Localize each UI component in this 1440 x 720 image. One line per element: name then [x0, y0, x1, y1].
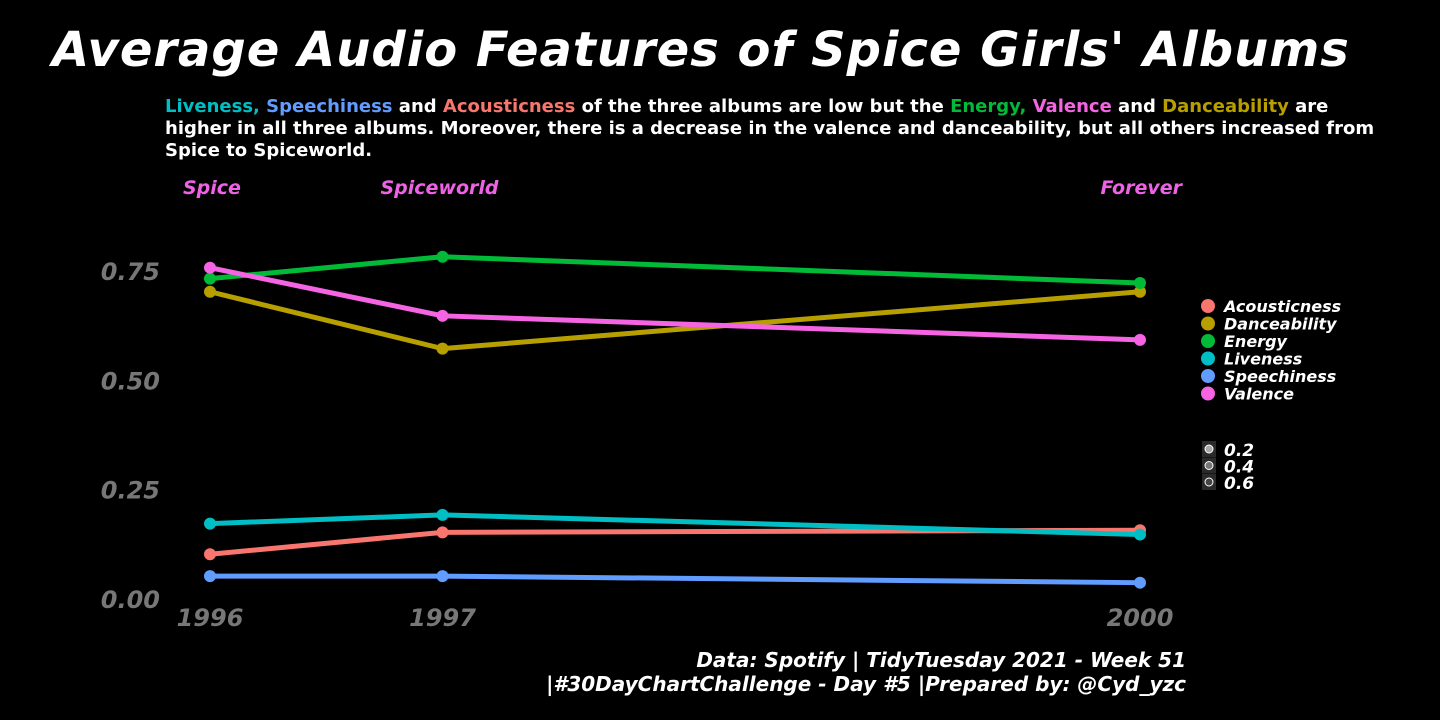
chart-title: Average Audio Features of Spice Girls' A…: [52, 22, 1350, 78]
size-legend-label: 0.6: [1224, 474, 1254, 494]
legend-swatch: [1201, 369, 1215, 383]
data-point: [1134, 576, 1146, 589]
legend-label: Liveness: [1224, 350, 1302, 369]
legend-swatch: [1201, 316, 1215, 331]
size-legend-dot: [1204, 477, 1214, 487]
legend-label: Valence: [1224, 385, 1294, 404]
subtitle-segment: of the three albums are low but the: [575, 96, 951, 117]
series-line: [207, 573, 1143, 586]
y-axis: 0.00 0.25 0.50 0.75: [101, 258, 160, 614]
data-point: [436, 342, 449, 355]
subtitle-segment: Valence: [1032, 96, 1112, 117]
y-tick-label: 0.50: [101, 367, 160, 395]
legend-swatch: [1201, 386, 1215, 401]
series-lines: [204, 250, 1146, 589]
data-point: [1134, 528, 1146, 541]
y-tick-label: 0.25: [101, 477, 160, 505]
data-point: [436, 508, 449, 521]
caption-line-1: Data: Spotify | TidyTuesday 2021 - Week …: [696, 648, 1186, 672]
size-legend-label: 0.2: [1224, 441, 1254, 461]
data-point: [204, 517, 216, 530]
x-tick-label: 2000: [1107, 604, 1174, 632]
chart-subtitle: Liveness, Speechiness and Acousticness o…: [165, 96, 1395, 162]
subtitle-segment: and: [392, 96, 443, 117]
y-tick-label: 0.75: [101, 258, 160, 286]
legend-swatch: [1201, 334, 1215, 348]
x-tick-label: 1996: [177, 604, 244, 632]
data-point: [436, 526, 449, 539]
x-axis: 1996 1997 2000: [177, 604, 1174, 632]
subtitle-segment: Danceability: [1162, 96, 1289, 117]
data-point: [1134, 285, 1146, 298]
x-tick-label: 1997: [409, 604, 476, 632]
y-tick-label: 0.00: [101, 586, 160, 614]
subtitle-segment: Speechiness: [266, 96, 393, 117]
album-label: Forever: [1101, 177, 1184, 199]
legend-swatch: [1201, 299, 1215, 313]
subtitle-segment: Liveness,: [165, 96, 260, 117]
data-point: [204, 285, 216, 298]
size-legend-dot: [1204, 444, 1214, 454]
series-line: [207, 527, 1143, 557]
data-point: [1134, 277, 1146, 289]
album-labels: Spice Spiceworld Forever: [183, 177, 1184, 199]
legend-label: Speechiness: [1224, 367, 1336, 386]
data-point: [204, 261, 216, 274]
series-liveness: [204, 508, 1146, 541]
data-point: [436, 309, 449, 322]
size-legend-label: 0.4: [1224, 458, 1254, 478]
subtitle-segment: and: [1111, 96, 1163, 117]
series-danceability: [204, 285, 1146, 355]
caption-line-2: |#30DayChartChallenge - Day #5 |Prepared…: [546, 672, 1186, 696]
series-valence: [204, 261, 1146, 346]
legend-label: Energy: [1224, 332, 1288, 351]
subtitle-segment: Energy,: [950, 96, 1027, 117]
data-point: [1134, 333, 1146, 346]
series-energy: [204, 250, 1146, 289]
legend-label: Danceability: [1224, 315, 1337, 334]
subtitle-segment: Acousticness: [442, 96, 576, 117]
data-point: [436, 570, 449, 583]
size-legend-dot: [1204, 461, 1214, 470]
series-line: [207, 289, 1143, 352]
data-point: [204, 548, 216, 561]
legend: AcousticnessDanceabilityEnergyLivenessSp…: [1201, 297, 1341, 404]
caption: Data: Spotify | TidyTuesday 2021 - Week …: [546, 648, 1186, 696]
subtitle-segment: are higher in all three albums. Moreover…: [165, 96, 1375, 161]
data-point: [436, 250, 449, 263]
legend-label: Acousticness: [1222, 297, 1341, 316]
series-speechiness: [204, 570, 1146, 589]
series-line: [207, 254, 1143, 286]
data-point: [204, 272, 216, 285]
album-label: Spiceworld: [381, 177, 499, 199]
album-label: Spice: [183, 177, 241, 199]
data-point: [204, 570, 216, 583]
legend-swatch: [1201, 351, 1215, 366]
size-legend: 0.20.40.6: [1202, 441, 1254, 494]
